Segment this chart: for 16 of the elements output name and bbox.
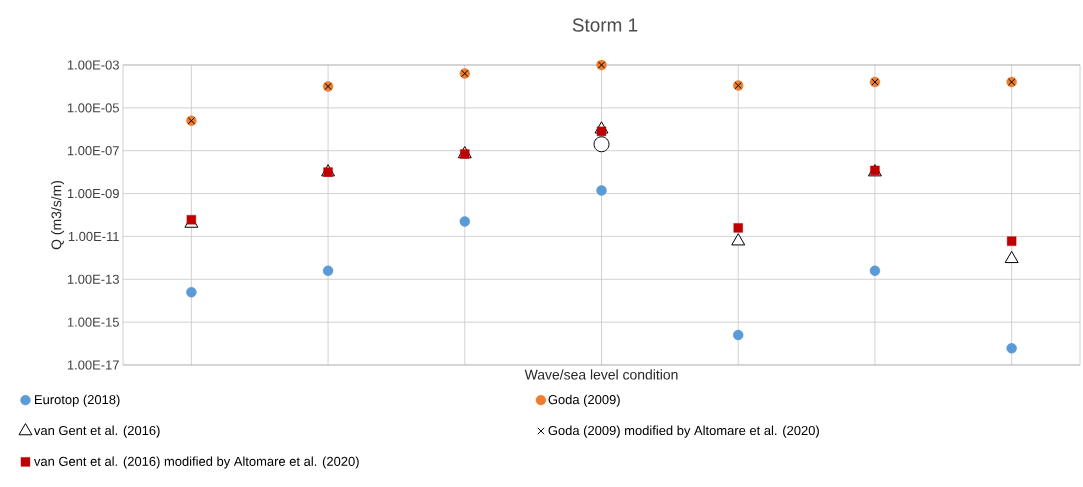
y-tick-label: 1.00E-09 — [67, 188, 119, 199]
y-tick-label: 1.00E-17 — [67, 360, 119, 370]
legend-label: Eurotop (2018) — [35, 394, 120, 407]
y-tick-label: 1.00E-05 — [67, 103, 119, 113]
legend-label: Goda (2009) — [548, 394, 620, 407]
chart-title: Storm 1 — [572, 18, 638, 32]
y-tick-label: 1.00E-03 — [67, 60, 119, 70]
legend-label: van Gent et al. (2016) modified by Altomare et al. (2020) — [33, 456, 359, 469]
y-axis-title: Q (m3/s/m) — [51, 181, 65, 250]
x-axis-title: Wave/sea level condition — [524, 369, 678, 380]
y-tick-label: 1.00E-11 — [68, 231, 119, 242]
legend-label: van Gent et al. (2016) — [33, 425, 160, 438]
y-tick-label: 1.00E-13 — [67, 274, 119, 284]
y-tick-label: 1.00E-15 — [67, 317, 119, 327]
legend-label: Goda (2009) modified by Altomare et al. (2020) — [548, 425, 819, 438]
y-tick-label: 1.00E-07 — [67, 146, 119, 156]
